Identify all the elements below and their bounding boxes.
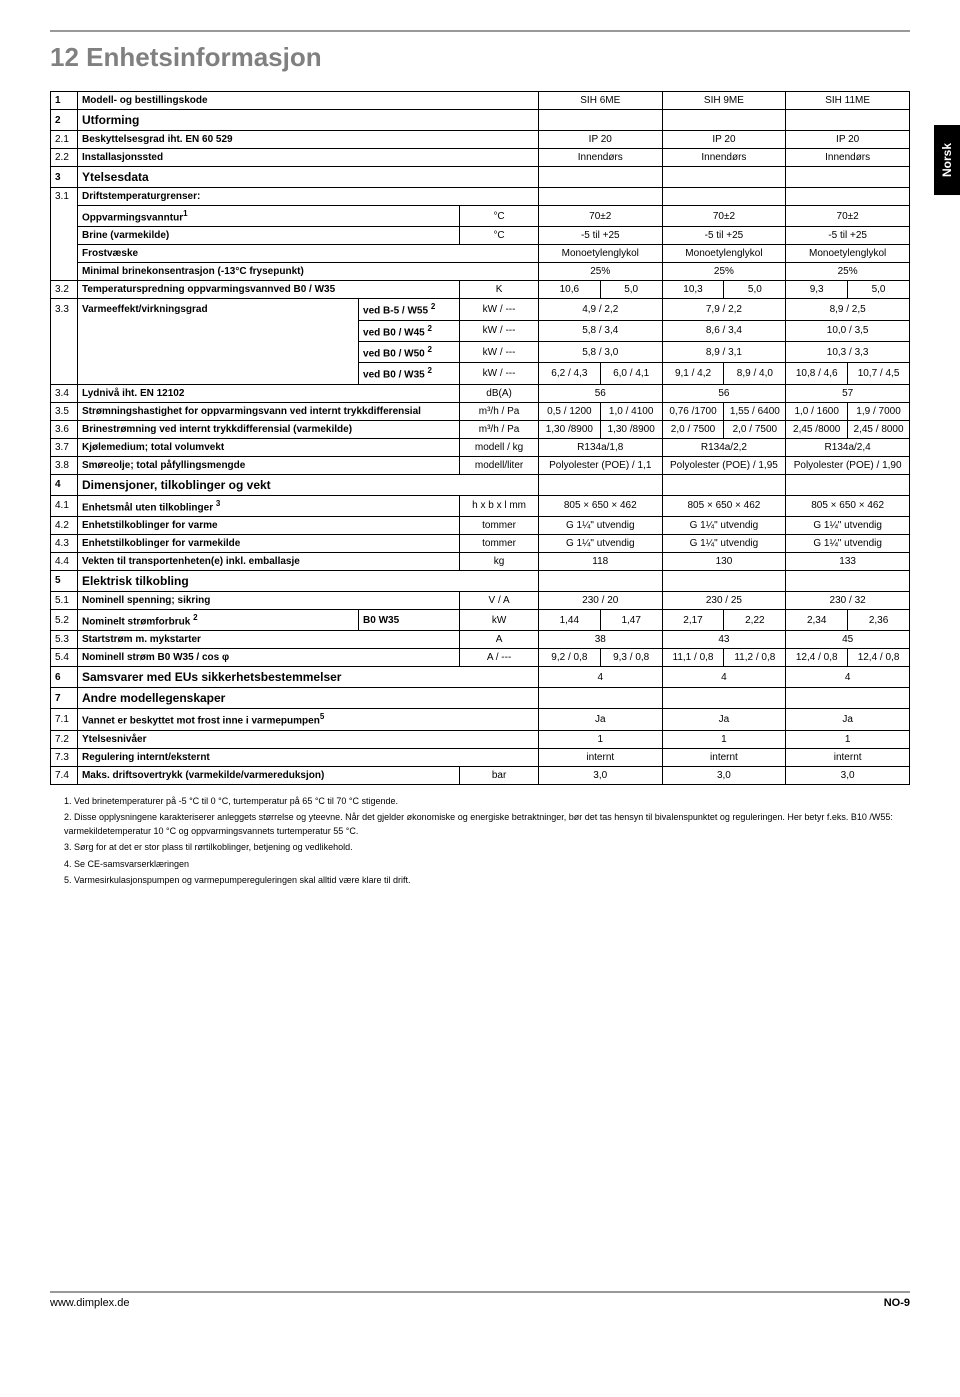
table-row: 3.5 Strømningshastighet for oppvarmingsv…: [51, 402, 910, 420]
table-row: 4.1 Enhetsmål uten tilkoblinger 3 h x b …: [51, 495, 910, 516]
language-tab: Norsk: [934, 125, 960, 195]
footer-url: www.dimplex.de: [50, 1297, 129, 1309]
table-row: 3 Ytelsesdata: [51, 167, 910, 188]
table-row: ved B0 / W35 2 kW / --- 6,2 / 4,3 6,0 / …: [51, 363, 910, 384]
table-row: 3.3 Varmeeffekt/virkningsgrad ved B-5 / …: [51, 299, 910, 320]
table-row: Brine (varmekilde) °C -5 til +25 -5 til …: [51, 227, 910, 245]
page-title: 12 Enhetsinformasjon: [50, 42, 910, 73]
table-row: 3.7 Kjølemedium; total volumvekt modell …: [51, 438, 910, 456]
table-row: 2.1 Beskyttelsesgrad iht. EN 60 529 IP 2…: [51, 131, 910, 149]
table-row: ved B0 / W45 2 kW / --- 5,8 / 3,4 8,6 / …: [51, 320, 910, 341]
footnotes: 1. Ved brinetemperaturer på -5 °C til 0 …: [50, 795, 910, 888]
table-row: Oppvarmingsvanntur1 °C 70±2 70±2 70±2: [51, 206, 910, 227]
table-row: 3.8 Smøreolje; total påfyllingsmengde mo…: [51, 456, 910, 474]
table-row: 5.3 Startstrøm m. mykstarter A 38 43 45: [51, 631, 910, 649]
footer-page: NO-9: [884, 1297, 910, 1309]
col-header: SIH 9ME: [662, 92, 786, 110]
top-rule: [50, 30, 910, 32]
table-row: 1 Modell- og bestillingskode SIH 6ME SIH…: [51, 92, 910, 110]
footer: www.dimplex.de NO-9: [50, 1291, 910, 1309]
table-row: 4.4 Vekten til transportenheten(e) inkl.…: [51, 552, 910, 570]
table-row: 7 Andre modellegenskaper: [51, 688, 910, 709]
col-header: SIH 6ME: [538, 92, 662, 110]
footnote: 2. Disse opplysningene karakteriserer an…: [64, 811, 910, 838]
table-row: ved B0 / W50 2 kW / --- 5,8 / 3,0 8,9 / …: [51, 341, 910, 362]
footnote: 3. Sørg for at det er stor plass til rør…: [64, 841, 910, 855]
footnote: 1. Ved brinetemperaturer på -5 °C til 0 …: [64, 795, 910, 809]
table-row: 7.4 Maks. driftsovertrykk (varmekilde/va…: [51, 766, 910, 784]
table-row: 3.4 Lydnivå iht. EN 12102 dB(A) 56 56 57: [51, 384, 910, 402]
table-row: 2.2 Installasjonssted Innendørs Innendør…: [51, 149, 910, 167]
table-row: 5 Elektrisk tilkobling: [51, 570, 910, 591]
table-row: Minimal brinekonsentrasjon (-13°C frysep…: [51, 263, 910, 281]
table-row: 4.2 Enhetstilkoblinger for varme tommer …: [51, 516, 910, 534]
footnote: 5. Varmesirkulasjonspumpen og varmepumpe…: [64, 874, 910, 888]
table-row: 5.4 Nominell strøm B0 W35 / cos φ A / --…: [51, 649, 910, 667]
footnote: 4. Se CE-samsvarserklæringen: [64, 858, 910, 872]
table-row: 4 Dimensjoner, tilkoblinger og vekt: [51, 474, 910, 495]
table-row: 3.6 Brinestrømning ved internt trykkdiff…: [51, 420, 910, 438]
table-row: 5.1 Nominell spenning; sikring V / A 230…: [51, 591, 910, 609]
table-row: 3.1 Driftstemperaturgrenser:: [51, 188, 910, 206]
row-num: 1: [51, 92, 78, 110]
col-header: SIH 11ME: [786, 92, 910, 110]
spec-table: 1 Modell- og bestillingskode SIH 6ME SIH…: [50, 91, 910, 785]
row-label: Modell- og bestillingskode: [77, 92, 538, 110]
table-row: 3.2 Temperaturspredning oppvarmingsvannv…: [51, 281, 910, 299]
table-row: 6 Samsvarer med EUs sikkerhetsbestemmels…: [51, 667, 910, 688]
table-row: 7.1 Vannet er beskyttet mot frost inne i…: [51, 709, 910, 730]
table-row: 7.3 Regulering internt/eksternt internt …: [51, 748, 910, 766]
table-row: 4.3 Enhetstilkoblinger for varmekilde to…: [51, 534, 910, 552]
table-row: 5.2 Nominelt strømforbruk 2 B0 W35 kW 1,…: [51, 609, 910, 630]
table-row: 7.2 Ytelsesnivåer 1 1 1: [51, 730, 910, 748]
table-row: Frostvæske Monoetylenglykol Monoetylengl…: [51, 245, 910, 263]
page: 12 Enhetsinformasjon Norsk 1 Modell- og …: [0, 0, 960, 1321]
table-row: 2 Utforming: [51, 110, 910, 131]
